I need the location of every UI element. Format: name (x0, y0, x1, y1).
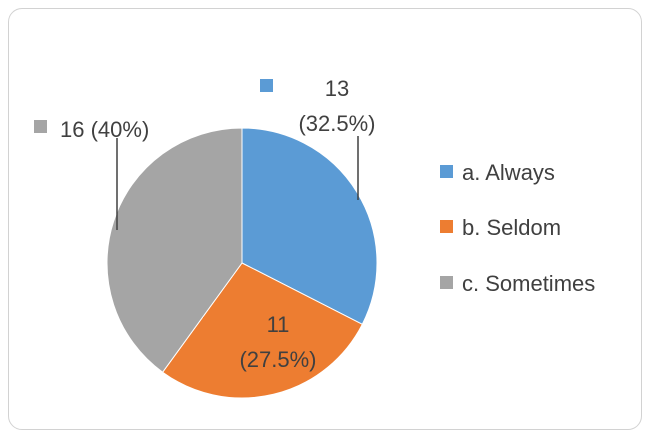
legend-entry-sometimes: c. Sometimes (462, 271, 595, 296)
pie-slice-always (241, 127, 378, 325)
legend-swatch-always (440, 165, 453, 178)
data-label-key-always (260, 79, 273, 92)
data-label-sometimes-value: 16 (40%) (60, 117, 149, 142)
data-label-always-value: 13 (325, 76, 349, 101)
legend-entry-always: a. Always (462, 160, 555, 185)
legend-entry-seldom: b. Seldom (462, 215, 561, 240)
pie-slice-seldom (161, 262, 363, 399)
legend-swatch-sometimes (440, 276, 453, 289)
legend: a. Always b. Seldom c. Sometimes (440, 160, 595, 296)
data-label-key-seldom (203, 317, 216, 330)
data-label-key-sometimes (34, 120, 47, 133)
leader-lines (116, 136, 359, 230)
data-label-always-percent: (32.5%) (298, 111, 375, 136)
pie-slice-sometimes (106, 127, 243, 373)
legend-swatch-seldom (440, 220, 453, 233)
pie-slices (106, 127, 378, 399)
data-label-seldom-percent: (27.5%) (239, 347, 316, 372)
data-label-seldom-value: 11 (267, 312, 290, 337)
